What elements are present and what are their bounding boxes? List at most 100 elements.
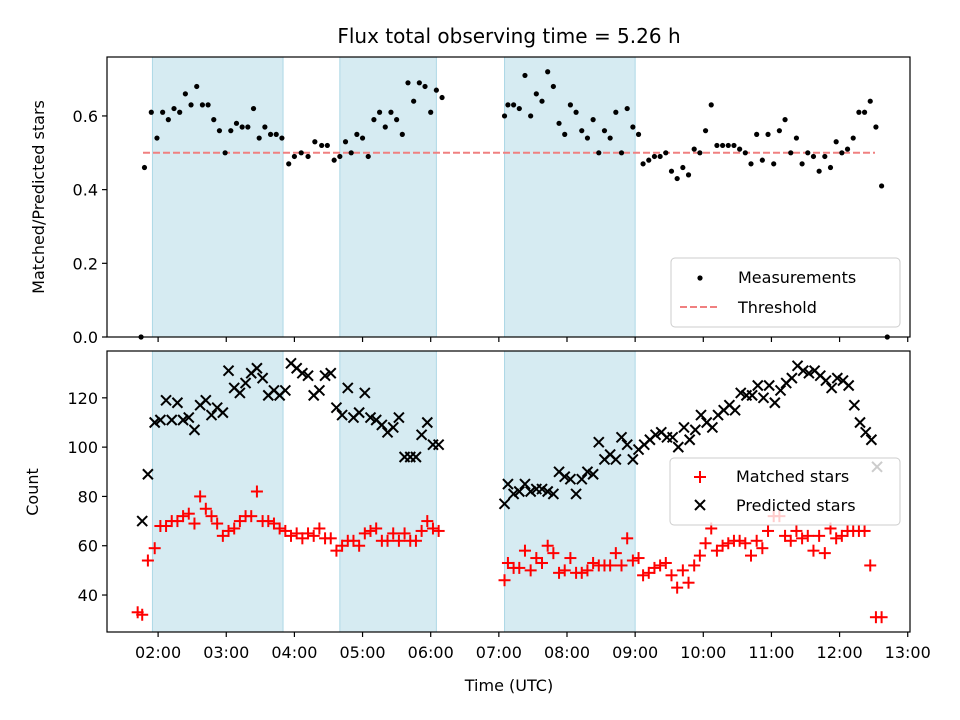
measurement-point-47 [411, 98, 417, 104]
predicted-point-1 [142, 468, 154, 480]
measurement-point-120 [879, 183, 885, 189]
bottom-y-axis-label: Count [23, 468, 42, 516]
matched-point-8 [177, 510, 190, 523]
matched-point-10 [188, 517, 201, 530]
measurement-point-89 [702, 128, 709, 134]
measurement-point-34 [337, 153, 343, 160]
measurement-point-11 [199, 102, 206, 108]
measurement-point-77 [635, 131, 642, 137]
matched-point-82 [654, 559, 667, 572]
legend-predicted-marker [694, 499, 706, 511]
matched-point-42 [370, 522, 383, 535]
legend-measurement-marker [697, 275, 703, 281]
matched-point-89 [693, 549, 706, 562]
measurement-point-87 [691, 146, 697, 152]
bottom-y-tick-label-1: 60 [78, 537, 98, 556]
predicted-point-115 [848, 399, 861, 411]
matched-point-39 [353, 539, 366, 552]
x-tick-label-11: 13:00 [885, 643, 931, 662]
predicted-point-74 [615, 431, 628, 443]
measurement-point-15 [222, 150, 228, 156]
measurement-points-group [138, 69, 890, 340]
measurement-point-107 [805, 150, 811, 156]
matched-point-21 [250, 485, 263, 498]
measurement-point-68 [584, 135, 591, 141]
matched-point-34 [324, 532, 337, 545]
matched-point-45 [387, 527, 400, 540]
measurement-point-112 [833, 139, 839, 145]
measurement-point-49 [422, 83, 428, 90]
predicted-point-70 [593, 436, 605, 448]
bottom-y-tick-label-2: 80 [78, 487, 98, 506]
predicted-point-90 [706, 421, 719, 434]
measurement-point-38 [359, 135, 366, 141]
matched-point-83 [659, 556, 672, 569]
matched-point-11 [194, 490, 207, 503]
top-panel: 0.0 0.2 0.4 0.6 [73, 56, 911, 347]
measurement-point-24 [273, 131, 279, 137]
measurement-point-64 [562, 131, 568, 137]
measurement-point-31 [319, 142, 325, 149]
matched-point-86 [676, 564, 689, 577]
top-shading-group [151, 56, 636, 338]
predicted-point-104 [786, 372, 798, 384]
measurement-point-65 [567, 102, 574, 108]
matched-point-63 [547, 547, 560, 560]
predicted-point-14 [217, 406, 229, 419]
measurement-point-19 [245, 124, 251, 130]
predicted-point-112 [831, 372, 844, 384]
measurement-point-83 [668, 168, 675, 174]
measurement-point-55 [511, 102, 517, 108]
measurement-point-17 [233, 120, 240, 126]
measurement-point-98 [754, 131, 760, 137]
predicted-point-50 [421, 416, 433, 429]
measurement-point-46 [405, 80, 411, 86]
measurement-point-29 [305, 153, 311, 160]
x-tick-label-0: 02:00 [135, 643, 181, 662]
measurement-point-48 [416, 80, 422, 86]
predicted-point-40 [364, 411, 377, 424]
predicted-point-73 [610, 453, 622, 466]
predicted-point-53 [498, 498, 511, 510]
measurement-point-72 [607, 135, 613, 141]
predicted-point-5 [166, 414, 178, 426]
measurement-point-116 [856, 109, 862, 115]
bottom-axes-group: 40 60 80 100 120 02:00 03:00 04:00 05:00 06:00 07:… [67, 350, 931, 662]
predicted-point-75 [621, 438, 633, 451]
matched-point-23 [262, 515, 275, 528]
predicted-point-54 [502, 478, 514, 490]
measurement-point-66 [573, 109, 579, 115]
measurement-point-26 [286, 161, 292, 167]
predicted-point-20 [251, 362, 263, 374]
predicted-point-44 [387, 421, 399, 434]
predicted-point-39 [359, 387, 371, 399]
matched-point-30 [302, 527, 315, 540]
matched-point-27 [284, 529, 297, 542]
measurement-point-97 [748, 161, 754, 167]
measurement-point-36 [348, 150, 354, 156]
measurement-point-39 [365, 153, 371, 160]
matched-point-121 [875, 611, 888, 624]
measurement-point-42 [382, 124, 388, 130]
predicted-point-21 [256, 372, 269, 384]
measurement-point-45 [399, 131, 405, 137]
measurement-point-117 [861, 109, 868, 115]
measurement-point-41 [376, 109, 383, 115]
count-points-group [131, 357, 888, 624]
bottom-legend-frame [669, 457, 901, 526]
legend-matched-label: Matched stars [736, 467, 849, 486]
matched-point-2 [141, 554, 154, 567]
predicted-point-67 [576, 473, 588, 485]
measurement-point-27 [291, 153, 298, 160]
predicted-point-31 [313, 384, 326, 397]
matched-point-69 [581, 564, 594, 577]
measurement-point-20 [250, 105, 257, 112]
bottom-legend: Matched stars Predicted stars [669, 457, 901, 526]
predicted-point-6 [171, 397, 184, 409]
legend-predicted-label: Predicted stars [736, 496, 856, 515]
predicted-point-61 [541, 485, 554, 498]
measurement-point-100 [765, 131, 771, 137]
measurement-point-2 [148, 109, 154, 115]
predicted-point-66 [570, 488, 582, 500]
predicted-point-28 [296, 367, 309, 379]
